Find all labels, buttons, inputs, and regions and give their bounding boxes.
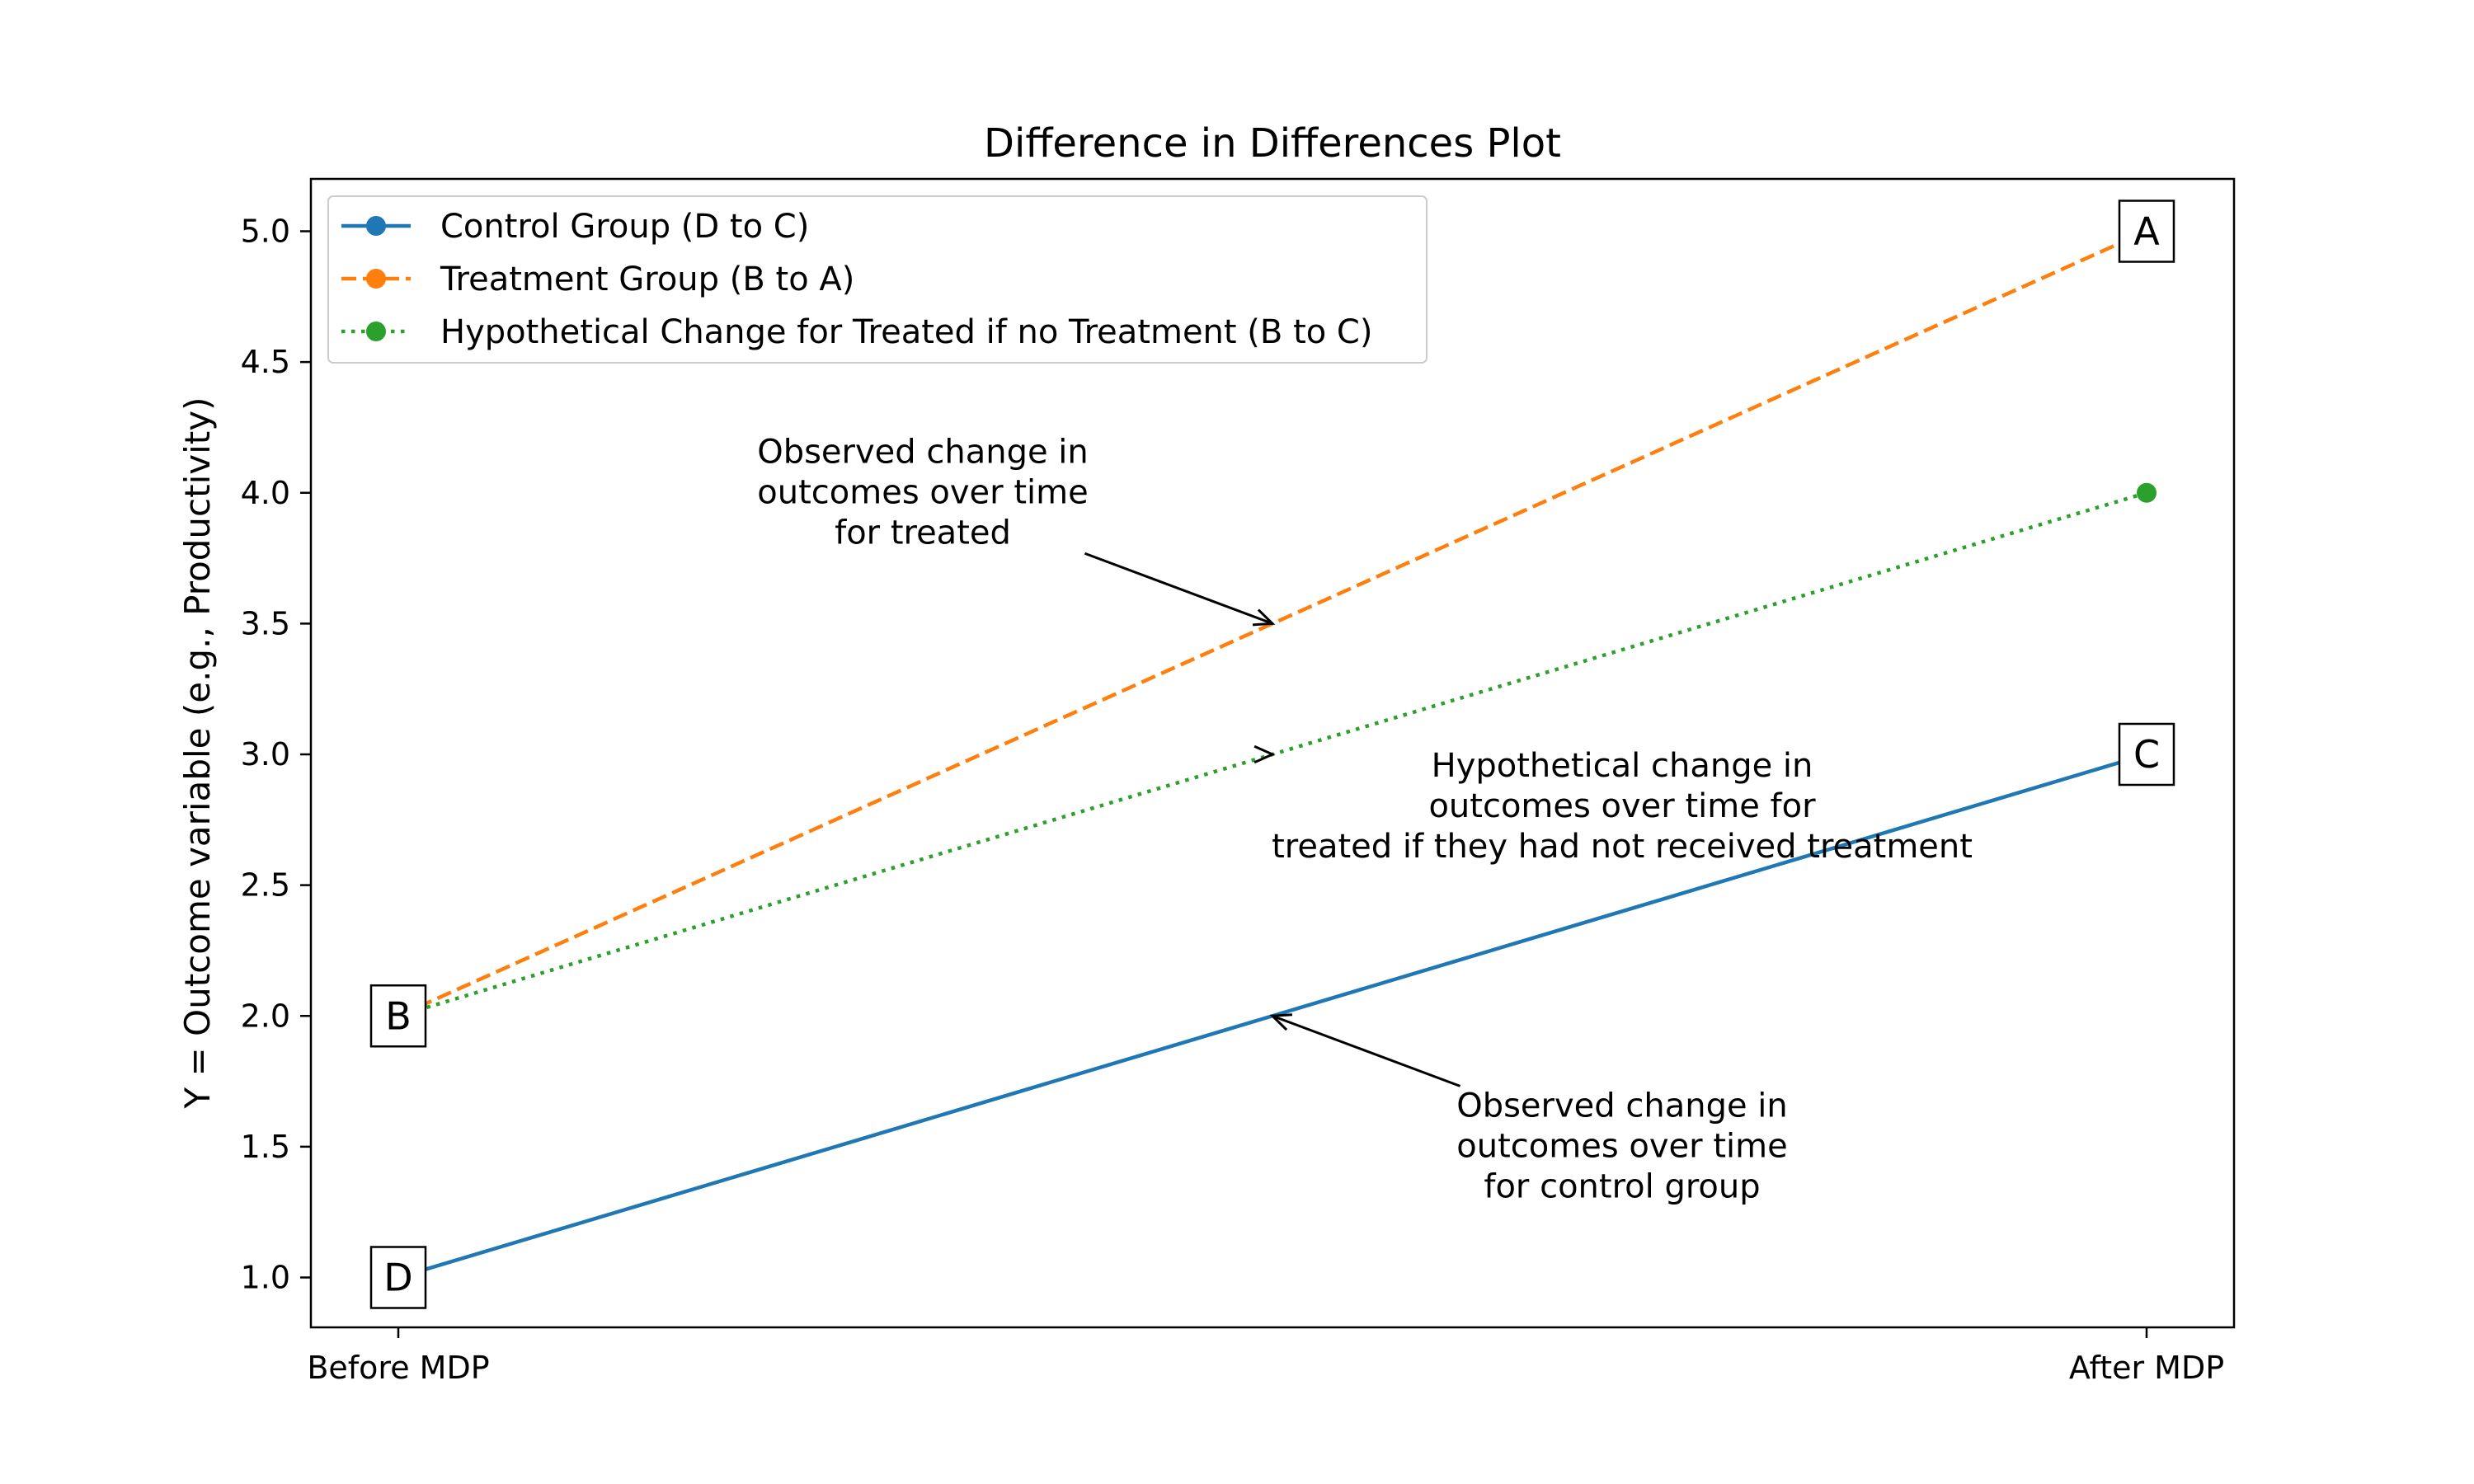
annotation-layer: Observed change in outcomes over time for … [757,433,1973,1205]
y-axis: 1.0 1.5 2.0 2.5 3.0 3.5 4.0 4.5 5.0 [241,214,311,1296]
point-label: A [2133,209,2160,254]
chart-title: Difference in Differences Plot [984,120,1561,167]
point-label-layer: A B C D [369,200,2175,1309]
y-axis-label: Y = Outcome variable (e.g., Productivity… [177,397,218,1109]
x-tick-label: After MDP [2069,1350,2224,1386]
y-tick-label: 5.0 [241,214,290,250]
legend-entry-label: Hypothetical Change for Treated if no Tr… [440,313,1372,351]
y-tick-label: 1.5 [241,1129,290,1165]
point-label-box [2118,722,2175,787]
y-tick-label: 2.5 [241,867,290,904]
x-tick-label: Before MDP [307,1350,489,1386]
annotation-arrow-head [1252,608,1276,627]
annotation-line: Observed change in [1456,1087,1788,1125]
y-tick-label: 3.5 [241,605,290,641]
legend-entry-label: Control Group (D to C) [440,208,809,246]
point-label-box [369,984,427,1048]
annotation-line: for treated [835,514,1011,552]
y-tick-label: 1.0 [241,1260,290,1296]
y-tick-label: 3.0 [241,736,290,773]
legend-entry-label: Treatment Group (B to A) [440,261,854,298]
x-axis: Before MDP After MDP [307,1327,2224,1386]
annotation-line: Observed change in [757,433,1089,471]
annotation-arrow-shaft [1272,1014,1461,1087]
legend-swatch-marker [366,322,386,341]
annotation-line: outcomes over time [1456,1127,1787,1165]
point-label-box [369,1246,427,1309]
y-tick-label: 4.5 [241,344,290,380]
annotation-line: Hypothetical change in [1432,747,1813,785]
legend-swatch-marker [366,269,386,289]
annotation-line: for control group [1484,1167,1760,1205]
y-tick-label: 4.0 [241,475,290,511]
point-label: C [2133,732,2160,777]
point-label: B [385,993,412,1038]
point-label-box [2118,200,2175,263]
annotation-line: outcomes over time for [1428,787,1816,825]
annotation-text: Hypothetical change in outcomes over time… [1272,747,1973,866]
legend-swatch-marker [366,216,386,236]
annotation-text: Observed change in outcomes over time for … [757,433,1089,552]
legend: Control Group (D to C) Treatment Group (B… [327,195,1427,364]
annotation-line: treated if they had not received treatme… [1272,828,1973,866]
series-end-marker-2 [2137,482,2157,503]
legend-box [327,195,1427,364]
annotation-arrow-head [1269,1013,1293,1031]
annotation-text: Observed change in outcomes over time for … [1456,1087,1788,1205]
y-tick-label: 2.0 [241,998,290,1034]
annotation-arrow-shaft [1084,552,1273,625]
point-label: D [383,1256,412,1300]
plot-frame [309,177,2236,1329]
annotation-arrow-head [1253,744,1276,764]
series-layer [397,229,2157,1280]
annotation-line: outcomes over time [757,473,1088,511]
